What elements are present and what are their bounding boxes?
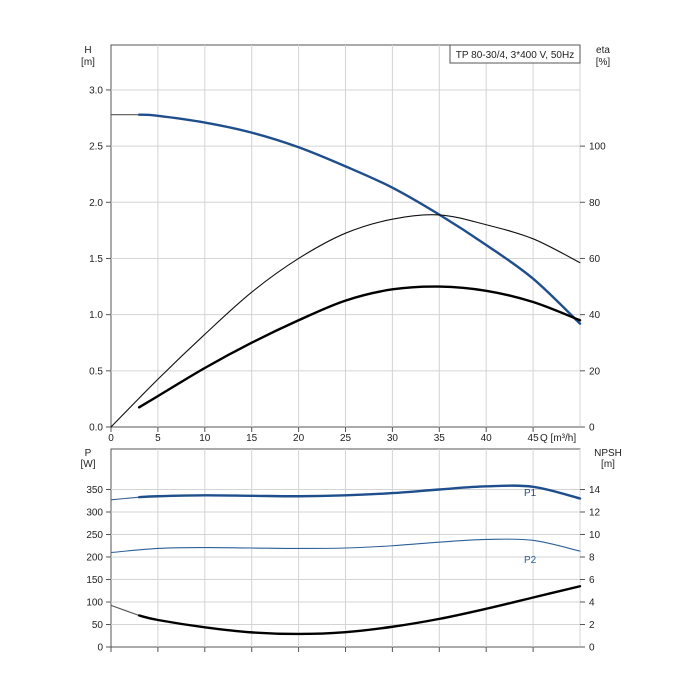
- series-npsh-line: [137, 585, 582, 636]
- head-right-tick-label: 80: [589, 198, 601, 209]
- power-right-tick-label: 0: [589, 643, 595, 654]
- head-x-tick-label: 30: [387, 433, 399, 444]
- head-x-tick-label: 20: [293, 433, 305, 444]
- head-x-tick-label: 15: [246, 433, 258, 444]
- h-axis-unit: [m]: [81, 57, 95, 68]
- p1-series-label: P1: [524, 488, 537, 499]
- power-left-tick-label: 300: [86, 508, 103, 519]
- p-axis-unit: [W]: [81, 459, 96, 470]
- head-x-tick-label: 5: [155, 433, 161, 444]
- head-left-tick-label: 3.0: [89, 85, 103, 96]
- power-left-tick-label: 250: [86, 530, 103, 541]
- series-p1-extension-line: [110, 496, 140, 501]
- power-right-tick-label: 6: [589, 575, 595, 586]
- head-right-tick-label: 40: [589, 310, 601, 321]
- series-npsh-extension-line: [110, 604, 140, 617]
- head-plot-grid: [111, 45, 581, 427]
- power-left-tick-label: 0: [97, 643, 103, 654]
- series-p1-line: [137, 484, 582, 500]
- head-x-tick-label: 10: [199, 433, 211, 444]
- h-axis-title: H: [84, 45, 91, 56]
- power-left-tick-label: 50: [92, 620, 104, 631]
- npsh-axis-title: NPSH: [594, 448, 622, 459]
- head-plot-series: [110, 113, 582, 428]
- power-left-tick-label: 350: [86, 485, 103, 496]
- head-right-tick-label: 0: [589, 423, 595, 434]
- head-x-tick-label: 45: [528, 433, 540, 444]
- pump-label-box: [449, 44, 581, 64]
- head-left-tick-label: 0.0: [89, 423, 103, 434]
- power-right-tick-label: 4: [589, 598, 595, 609]
- head-left-tick-label: 1.5: [89, 254, 103, 265]
- power-npsh-panel: 0 50 100 150 200 250 300 350 0 2 4 6 8 10 12 14 P [W] N…: [81, 448, 622, 654]
- p2-series-label: P2: [524, 555, 537, 566]
- p-axis-title: P: [85, 448, 92, 459]
- series-eta-total-line: [110, 214, 581, 428]
- head-x-tick-label: 0: [108, 433, 114, 444]
- power-right-tick-label: 10: [589, 530, 601, 541]
- power-left-tick-label: 100: [86, 598, 103, 609]
- power-right-tick-label: 14: [589, 485, 601, 496]
- head-x-tick-label: 35: [434, 433, 446, 444]
- eta-axis-unit: [%]: [596, 57, 611, 68]
- power-right-tick-label: 2: [589, 620, 595, 631]
- series-h-line: [137, 113, 582, 325]
- head-right-tick-label: 60: [589, 254, 601, 265]
- power-right-tick-label: 8: [589, 553, 595, 564]
- power-plot-ticks: 0 50 100 150 200 250 300 350 0 2 4 6 8 10 12 14: [86, 485, 600, 654]
- head-x-tick-label: 40: [481, 433, 493, 444]
- power-plot-series: [110, 484, 582, 636]
- head-left-tick-label: 2.0: [89, 198, 103, 209]
- power-left-tick-label: 150: [86, 575, 103, 586]
- head-left-tick-label: 2.5: [89, 142, 103, 153]
- head-right-tick-label: 20: [589, 366, 601, 377]
- power-plot-grid: [111, 449, 581, 647]
- head-left-tick-label: 1.0: [89, 310, 103, 321]
- power-right-tick-label: 12: [589, 508, 601, 519]
- head-left-tick-label: 0.5: [89, 366, 103, 377]
- head-plot-ticks: 0.0 0.5 1.0 1.5 2.0 2.5 3.0 0 20 40 60 80 100 0 5 10 15 2…: [89, 85, 606, 444]
- eta-axis-title: eta: [596, 45, 610, 56]
- head-efficiency-panel: 0.0 0.5 1.0 1.5 2.0 2.5 3.0 0 20 40 60 80 100 0 5 10 15 2…: [81, 44, 611, 444]
- pump-label: TP 80-30/4, 3*400 V, 50Hz: [456, 50, 574, 61]
- power-left-tick-label: 200: [86, 553, 103, 564]
- series-p2-line: [110, 538, 581, 554]
- q-axis-label: Q [m³/h]: [540, 433, 576, 444]
- series-eta-hydraulic-line: [137, 285, 582, 409]
- head-x-tick-label: 25: [340, 433, 352, 444]
- head-right-tick-label: 100: [589, 142, 606, 153]
- npsh-axis-unit: [m]: [601, 459, 615, 470]
